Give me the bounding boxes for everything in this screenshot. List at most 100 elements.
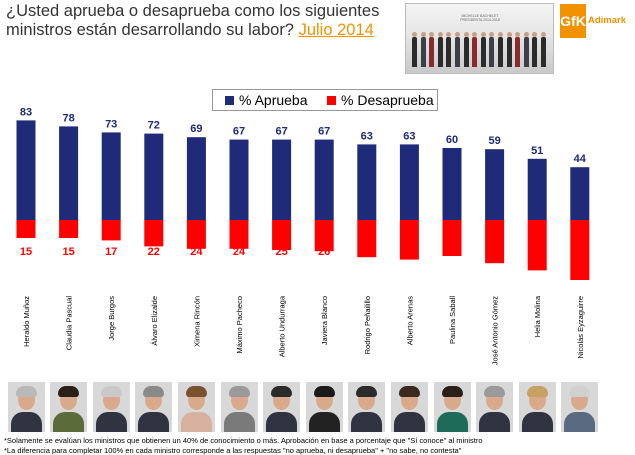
minister-photo xyxy=(561,382,599,432)
title-question: ¿Usted aprueba o desaprueba como los sig… xyxy=(6,2,380,39)
data-label-disapprove: 33 xyxy=(403,246,415,258)
data-label-disapprove: 22 xyxy=(148,246,160,258)
category-label: Máximo Pacheco xyxy=(235,296,244,354)
cabinet-member xyxy=(455,32,460,67)
bar-approve xyxy=(357,144,377,220)
cabinet-photo: MICHELLE BACHELET PRESIDENTA 2014-2018 xyxy=(405,3,554,74)
data-label-approve: 67 xyxy=(318,126,330,138)
title-date[interactable]: Julio 2014 xyxy=(298,21,374,39)
data-label-approve: 67 xyxy=(233,126,245,138)
cabinet-member xyxy=(498,32,503,67)
bar-disapprove xyxy=(272,220,292,250)
bar-approve xyxy=(527,158,547,220)
photo-suit xyxy=(564,412,596,432)
legend-approve-swatch xyxy=(225,96,234,105)
cabinet-member xyxy=(420,32,426,67)
bar-approve xyxy=(229,139,249,220)
minister-photo xyxy=(305,382,343,432)
cabinet-member xyxy=(480,32,486,67)
category-label: Paulina Saball xyxy=(448,296,457,344)
photo-suit xyxy=(95,412,127,432)
minister-photo xyxy=(7,382,45,432)
bar-disapprove xyxy=(527,220,547,271)
category-label: Helia Molina xyxy=(533,295,542,337)
data-label-approve: 83 xyxy=(20,106,32,118)
data-label-disapprove: 42 xyxy=(531,246,543,258)
data-label-disapprove: 31 xyxy=(361,246,373,258)
photo-hair xyxy=(484,386,506,397)
bar-disapprove xyxy=(314,220,334,252)
data-label-approve: 69 xyxy=(190,123,202,135)
legend-disapprove: % Desaprueba xyxy=(327,91,434,109)
data-label-approve: 63 xyxy=(403,130,415,142)
photo-hair xyxy=(185,386,207,397)
data-label-approve: 63 xyxy=(361,130,373,142)
bar-approve xyxy=(442,148,462,220)
bar-disapprove xyxy=(570,220,590,280)
minister-photo xyxy=(220,382,258,432)
bar-disapprove xyxy=(229,220,249,249)
category-label: Rodrigo Peñailillo xyxy=(363,296,372,354)
bar-approve xyxy=(144,133,164,220)
data-label-disapprove: 24 xyxy=(190,246,203,258)
minister-photo xyxy=(476,382,514,432)
photo-hair xyxy=(15,386,37,397)
bar-approve xyxy=(101,132,121,220)
cabinet-member xyxy=(463,32,469,67)
photo-suit xyxy=(436,412,468,432)
approval-bar-chart: 83 15 Heraldo Muñoz 78 15 Claudia Pascual 73 17… xyxy=(16,106,590,365)
photo-hair xyxy=(441,386,463,397)
photo-hair xyxy=(271,386,293,397)
footnote-2: *La diferencia para completar 100% en ca… xyxy=(4,446,462,455)
photo-suit xyxy=(53,412,85,432)
data-label-approve: 59 xyxy=(488,135,500,147)
bar-approve xyxy=(485,149,505,220)
bar-disapprove xyxy=(357,220,377,258)
photo-suit xyxy=(10,412,42,432)
cabinet-member xyxy=(472,32,478,67)
legend-disapprove-label: % Desaprueba xyxy=(341,92,434,108)
data-label-disapprove: 36 xyxy=(488,246,500,258)
photo-suit xyxy=(138,412,170,432)
minister-photo xyxy=(92,382,130,432)
photo-suit xyxy=(308,412,340,432)
category-label: Heraldo Muñoz xyxy=(22,296,31,347)
cabinet-member xyxy=(515,32,521,67)
cabinet-member xyxy=(532,32,538,67)
cabinet-member xyxy=(446,32,452,67)
cabinet-member xyxy=(489,32,495,67)
minister-photos xyxy=(0,382,635,434)
bar-disapprove xyxy=(485,220,505,264)
photo-hair xyxy=(569,386,591,397)
minister-photo xyxy=(433,382,471,432)
category-label: Nicolás Eyzaguirre xyxy=(576,296,585,359)
data-label-approve: 60 xyxy=(446,134,458,146)
category-label: José Antonio Gómez xyxy=(491,296,500,365)
bar-disapprove xyxy=(59,220,79,238)
photo-hair xyxy=(398,386,420,397)
legend-disapprove-swatch xyxy=(327,96,336,105)
photo-suit xyxy=(223,412,255,432)
cabinet-member xyxy=(541,32,546,67)
data-label-disapprove: 50 xyxy=(574,246,586,258)
photo-suit xyxy=(351,412,383,432)
minister-photo xyxy=(518,382,556,432)
photo-hair xyxy=(143,386,165,397)
photo-hair xyxy=(526,386,548,397)
cabinet-member xyxy=(412,32,417,67)
data-label-disapprove: 26 xyxy=(318,246,330,258)
bar-approve xyxy=(399,144,419,220)
data-label-approve: 73 xyxy=(105,118,117,130)
minister-photo xyxy=(135,382,173,432)
bar-approve xyxy=(570,167,590,220)
minister-photo xyxy=(177,382,215,432)
photo-suit xyxy=(393,412,425,432)
photo-hair xyxy=(313,386,335,397)
minister-photo xyxy=(390,382,428,432)
data-label-disapprove: 15 xyxy=(20,246,32,258)
bar-disapprove xyxy=(144,220,164,247)
cabinet-member xyxy=(523,32,529,67)
cabinet-member xyxy=(429,32,435,67)
cabinet-member xyxy=(437,32,443,67)
category-label: Javiera Blanco xyxy=(320,296,329,345)
